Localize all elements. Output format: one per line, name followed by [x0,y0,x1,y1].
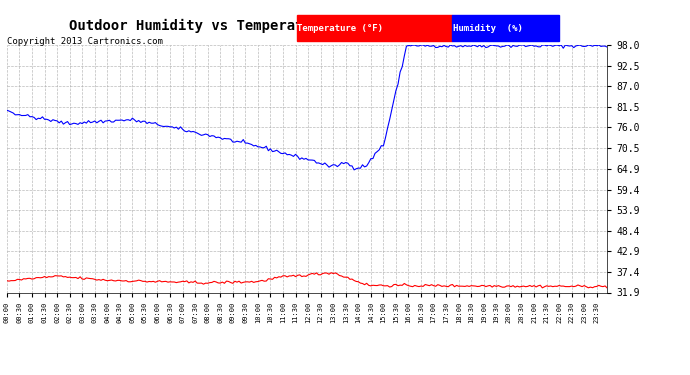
Text: Humidity  (%): Humidity (%) [453,24,522,33]
Text: Temperature (°F): Temperature (°F) [297,24,384,33]
Text: Outdoor Humidity vs Temperature Every 5 Minutes 20130226: Outdoor Humidity vs Temperature Every 5 … [69,19,538,33]
Text: Copyright 2013 Cartronics.com: Copyright 2013 Cartronics.com [7,38,163,46]
